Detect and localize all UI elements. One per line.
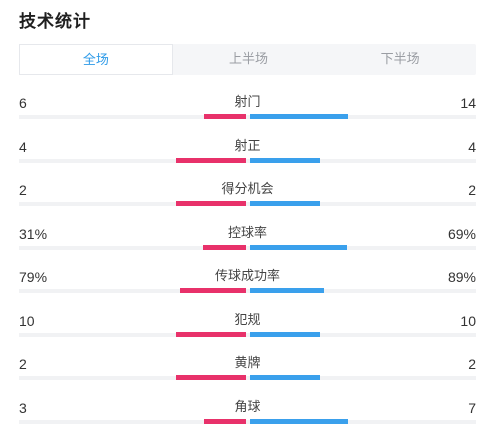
stat-row: 31% 控球率 69% xyxy=(19,225,476,259)
home-value: 4 xyxy=(19,139,27,155)
tab-first-half[interactable]: 上半场 xyxy=(229,52,269,67)
away-value: 7 xyxy=(468,400,476,416)
stat-track xyxy=(19,289,476,293)
stat-row: 4 射正 4 xyxy=(19,138,476,172)
away-value: 2 xyxy=(468,182,476,198)
stat-label: 犯规 xyxy=(234,313,261,328)
stat-label: 传球成功率 xyxy=(214,269,280,284)
away-value: 4 xyxy=(468,139,476,155)
home-value: 79% xyxy=(19,269,48,285)
away-bar xyxy=(249,419,348,424)
home-bar xyxy=(175,158,246,163)
away-bar xyxy=(249,201,320,206)
away-bar xyxy=(249,114,348,119)
stat-track xyxy=(19,159,476,163)
home-bar xyxy=(175,201,246,206)
home-value: 10 xyxy=(19,313,35,329)
away-value: 10 xyxy=(460,313,476,329)
stat-row: 2 黄牌 2 xyxy=(19,355,476,389)
stat-track xyxy=(19,376,476,380)
home-bar xyxy=(175,375,246,380)
stat-track xyxy=(19,115,476,119)
stat-row: 10 犯规 10 xyxy=(19,312,476,346)
away-bar xyxy=(249,375,320,380)
stat-label: 黄牌 xyxy=(234,356,261,371)
stat-label: 得分机会 xyxy=(221,182,274,197)
home-bar xyxy=(175,332,246,337)
home-bar xyxy=(203,419,246,424)
stat-track xyxy=(19,333,476,337)
stat-track xyxy=(19,420,476,424)
stat-label: 射正 xyxy=(234,139,261,154)
away-value: 2 xyxy=(468,356,476,372)
period-tabs: 全场 上半场 下半场 xyxy=(19,44,476,75)
stat-row: 2 得分机会 2 xyxy=(19,181,476,215)
home-bar xyxy=(179,288,246,293)
away-bar xyxy=(249,288,324,293)
stat-row: 6 射门 14 xyxy=(19,94,476,128)
stat-track xyxy=(19,246,476,250)
home-bar xyxy=(202,245,246,250)
home-value: 6 xyxy=(19,95,27,111)
away-value: 14 xyxy=(460,95,476,111)
away-value: 89% xyxy=(447,269,476,285)
stat-label: 角球 xyxy=(234,400,261,415)
home-value: 31% xyxy=(19,226,48,242)
home-bar xyxy=(203,114,246,119)
away-bar xyxy=(249,332,320,337)
home-value: 3 xyxy=(19,400,27,416)
stat-row: 3 角球 7 xyxy=(19,399,476,433)
stat-track xyxy=(19,202,476,206)
stat-label: 射门 xyxy=(234,95,261,110)
page-title: 技术统计 xyxy=(19,12,91,32)
away-bar xyxy=(249,158,320,163)
away-value: 69% xyxy=(447,226,476,242)
tab-second-half[interactable]: 下半场 xyxy=(380,52,420,67)
away-bar xyxy=(249,245,347,250)
tab-full-match[interactable]: 全场 xyxy=(19,44,173,75)
home-value: 2 xyxy=(19,356,27,372)
stat-row: 79% 传球成功率 89% xyxy=(19,268,476,302)
home-value: 2 xyxy=(19,182,27,198)
stat-label: 控球率 xyxy=(227,226,267,241)
